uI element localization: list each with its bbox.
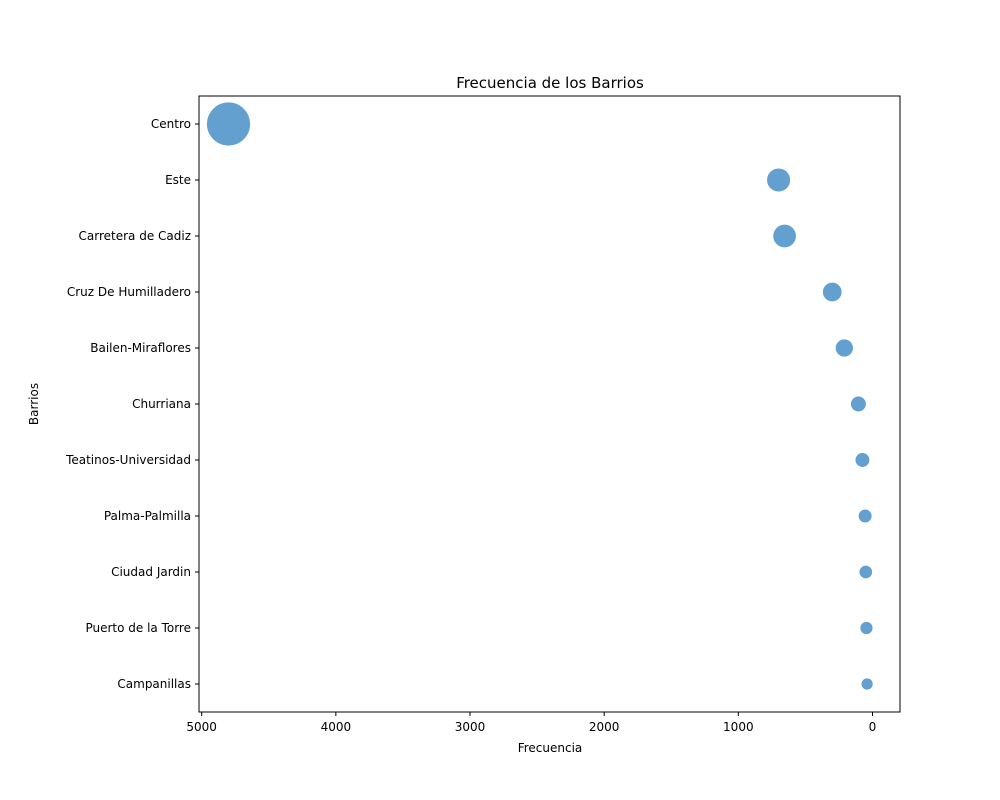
data-point-churriana <box>850 395 867 413</box>
x-tick-label: 2000 <box>589 720 620 734</box>
chart-title: Frecuencia de los Barrios <box>456 74 644 92</box>
x-tick-label: 0 <box>869 720 877 734</box>
data-point-teatinos-universidad <box>854 452 871 468</box>
y-tick-label: Centro <box>151 117 191 131</box>
y-tick-label: Bailen-Miraflores <box>90 341 191 355</box>
y-tick-label: Ciudad Jardin <box>111 565 191 579</box>
x-axis-label: Frecuencia <box>518 741 583 755</box>
x-tick-label: 5000 <box>186 720 217 734</box>
data-point-ciudad-jardin <box>858 564 873 580</box>
x-tick-label: 1000 <box>723 720 754 734</box>
plot-frame <box>198 95 901 713</box>
data-point-campanillas <box>860 677 874 691</box>
y-tick-label: Campanillas <box>117 677 191 691</box>
x-tick-label: 4000 <box>321 720 352 734</box>
scatter-points <box>206 101 874 691</box>
y-tick-label: Carretera de Cadiz <box>79 229 192 243</box>
y-tick-label: Teatinos-Universidad <box>65 453 191 467</box>
y-axis-label: Barrios <box>27 383 41 425</box>
data-point-bailen-miraflores <box>834 338 854 358</box>
y-tick-label: Cruz De Humilladero <box>67 285 191 299</box>
data-point-puerto-de-la-torre <box>859 621 874 635</box>
y-tick-label: Palma-Palmilla <box>104 509 191 523</box>
x-axis-ticks: 5000 4000 3000 2000 1000 0 <box>186 712 876 734</box>
y-axis-ticks: Centro Este Carretera de Cadiz Cruz De Humi… <box>65 117 199 691</box>
data-point-este <box>766 167 791 193</box>
data-point-centro <box>206 101 251 147</box>
x-tick-label: 3000 <box>455 720 486 734</box>
y-tick-label: Churriana <box>132 397 191 411</box>
y-tick-label: Puerto de la Torre <box>85 621 191 635</box>
data-point-carretera-de-cadiz <box>772 223 797 249</box>
data-point-cruz-de-humilladero <box>822 281 843 303</box>
data-point-palma-palmilla <box>857 508 873 524</box>
y-tick-label: Este <box>165 173 191 187</box>
